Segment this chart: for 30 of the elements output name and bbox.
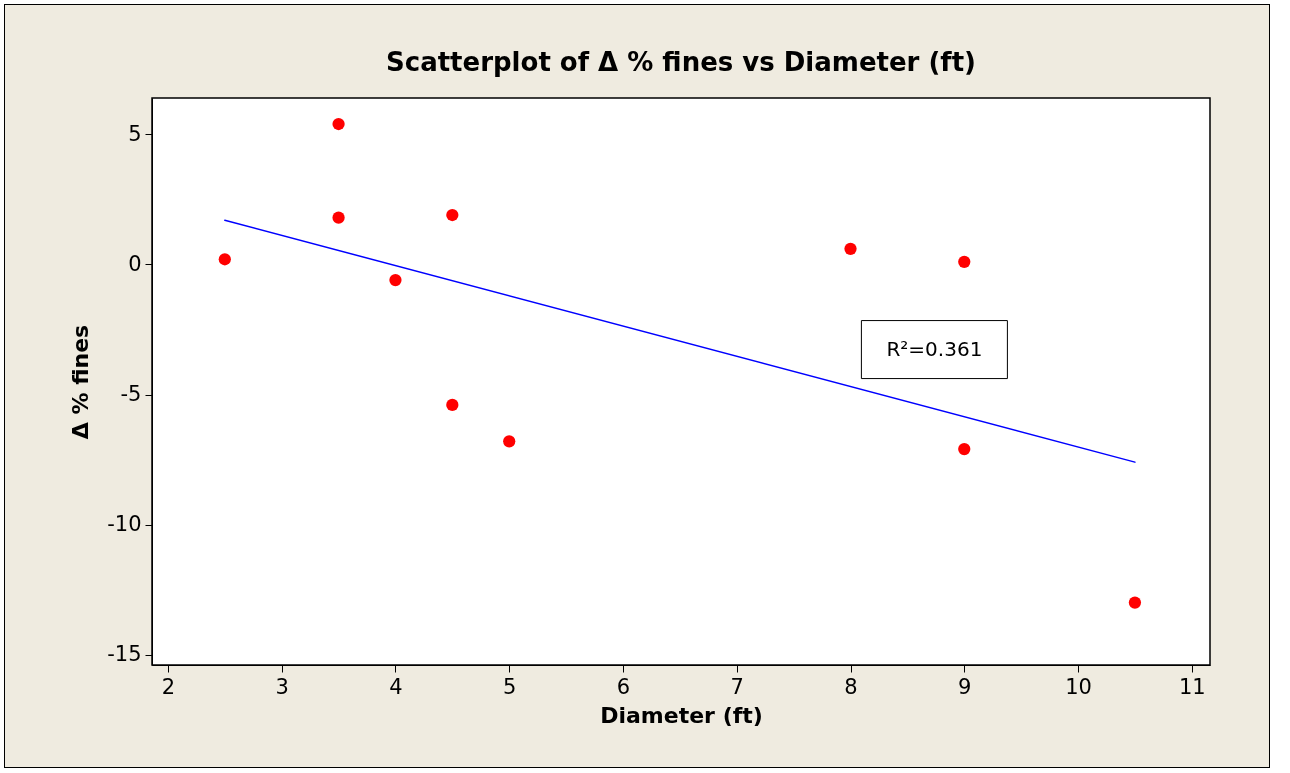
point: [332, 211, 345, 224]
point: [218, 253, 231, 266]
x-tick-label: 11: [1178, 674, 1206, 699]
x-tick-label: 10: [1065, 674, 1092, 699]
y-tick-label: 5: [128, 121, 142, 146]
point: [1128, 596, 1142, 609]
x-tick-label: 7: [730, 674, 744, 699]
y-tick-label: -15: [107, 642, 142, 667]
point: [503, 435, 516, 448]
point: [446, 208, 459, 222]
y-tick-label: 0: [128, 251, 142, 276]
x-tick-label: 2: [161, 674, 176, 699]
x-tick-label: 9: [958, 674, 972, 699]
point: [844, 242, 857, 255]
y-tick-label: -10: [107, 512, 142, 537]
x-tick-label: 6: [616, 674, 631, 699]
annotation: R²=0.361: [886, 336, 983, 361]
point: [332, 117, 345, 131]
point: [958, 443, 971, 456]
x-tick-label: 8: [844, 674, 858, 699]
x-axis-title: Diameter (ft): [600, 702, 763, 728]
x-tick-label: 5: [503, 674, 517, 699]
chart-title: Scatterplot of Δ % fines vs Diameter (ft): [386, 47, 976, 77]
y-axis-title: Δ % fines: [68, 324, 94, 440]
x-tick-label: 4: [389, 674, 403, 699]
x-tick-label: 3: [275, 674, 289, 699]
point: [958, 255, 971, 268]
y-tick-label: -5: [120, 382, 142, 406]
point: [389, 273, 402, 287]
point: [446, 398, 459, 412]
